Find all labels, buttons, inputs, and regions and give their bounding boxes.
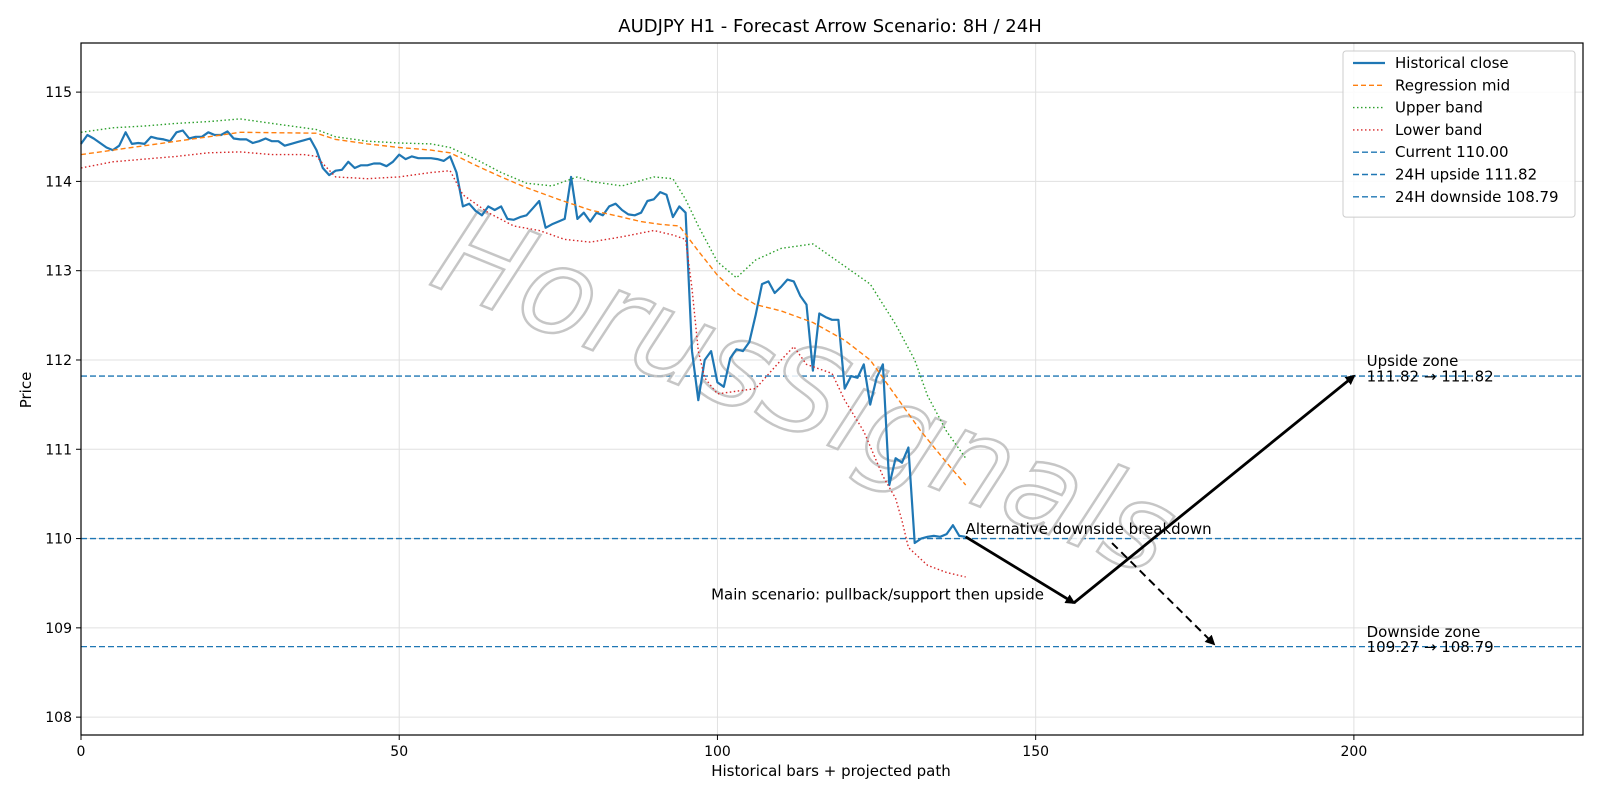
annotation-3: 111.82 → 111.82 <box>1367 367 1494 385</box>
legend-label: 24H upside 111.82 <box>1395 166 1537 184</box>
x-tick-label: 50 <box>390 744 408 760</box>
legend-label: Current 110.00 <box>1395 143 1509 161</box>
x-tick-label: 200 <box>1341 744 1368 760</box>
forecast-arrow-1 <box>1072 374 1356 604</box>
plot-frame <box>80 42 1584 736</box>
forecast-arrow-0 <box>964 535 1076 605</box>
y-tick-label: 115 <box>45 85 72 101</box>
annotation-4: Downside zone <box>1367 623 1481 641</box>
forecast-arrows <box>964 374 1356 646</box>
x-tick-label: 150 <box>1022 744 1049 760</box>
legend-label: Lower band <box>1395 121 1482 139</box>
chart-title: AUDJPY H1 - Forecast Arrow Scenario: 8H … <box>618 16 1041 37</box>
x-axis-ticks: 0 50 100 150 200 <box>77 735 1368 760</box>
legend-label: Regression mid <box>1395 76 1510 94</box>
series-layer <box>80 118 967 578</box>
series-line-2 <box>80 118 967 459</box>
y-tick-label: 114 <box>45 174 72 190</box>
annotation-0: Alternative downside breakdown <box>966 520 1212 538</box>
horizontal-reference-lines <box>81 375 1583 648</box>
series-line-0 <box>80 129 966 545</box>
legend-label: Historical close <box>1395 54 1509 72</box>
grid-lines <box>80 43 1583 735</box>
y-tick-label: 113 <box>45 264 72 280</box>
y-tick-label: 108 <box>45 710 72 726</box>
y-axis-label: Price <box>17 372 35 409</box>
y-tick-label: 109 <box>45 621 72 637</box>
forecast-arrow-2 <box>1111 542 1216 646</box>
x-tick-label: 0 <box>77 744 86 760</box>
annotation-2: Upside zone <box>1367 352 1459 370</box>
annotation-1: Main scenario: pullback/support then ups… <box>711 585 1044 603</box>
y-tick-label: 111 <box>45 442 72 458</box>
x-axis-label: Historical bars + projected path <box>711 762 951 780</box>
series-line-1 <box>80 131 967 486</box>
annotation-5: 109.27 → 108.79 <box>1367 638 1494 656</box>
legend-box <box>1342 50 1576 218</box>
legend-label: 24H downside 108.79 <box>1395 188 1559 206</box>
y-tick-label: 112 <box>45 353 72 369</box>
x-tick-label: 100 <box>704 744 731 760</box>
legend-label: Upper band <box>1395 99 1483 117</box>
y-axis-ticks: 108 109 110 111 112 113 114 115 <box>45 85 81 726</box>
annotations: Alternative downside breakdown Main scena… <box>711 352 1494 656</box>
y-tick-label: 110 <box>45 532 72 548</box>
legend: Historical close Regression mid Upper band… <box>1342 50 1576 218</box>
